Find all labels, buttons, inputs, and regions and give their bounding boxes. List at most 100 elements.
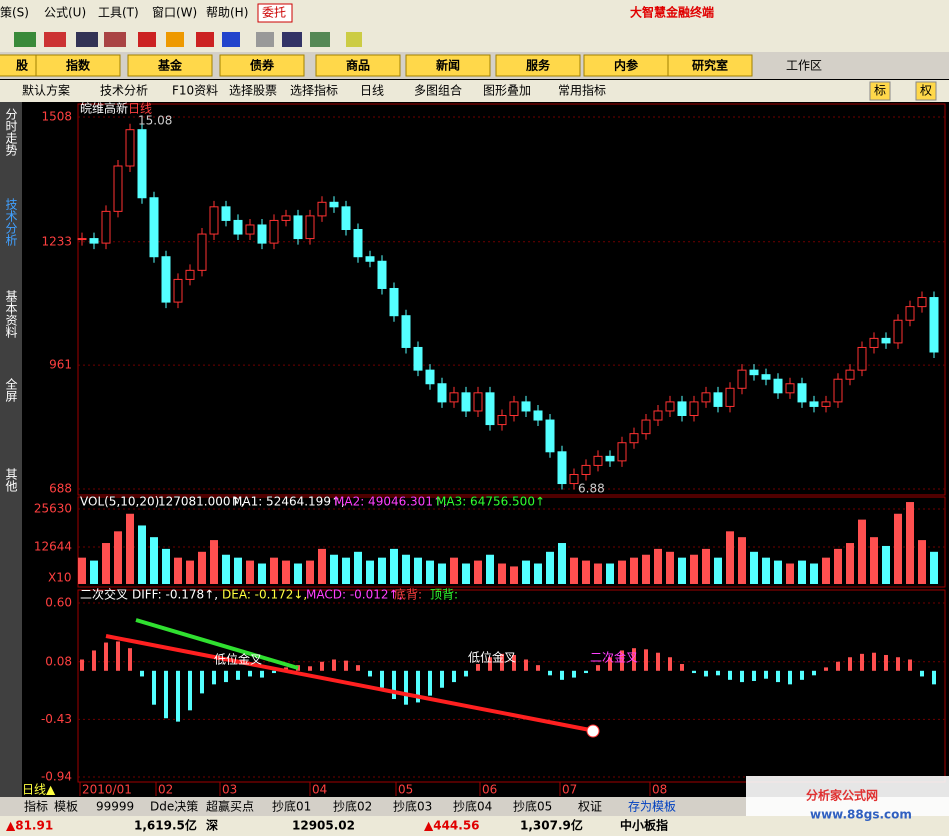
candle-body — [533, 410, 543, 421]
candle-body — [905, 306, 915, 321]
candle-body — [389, 287, 399, 317]
bottom-tab[interactable]: 99999 — [96, 800, 134, 814]
tab-button[interactable] — [495, 54, 581, 77]
volume-bar — [726, 531, 734, 584]
x-tick-label: 05 — [398, 783, 413, 797]
side-tab[interactable]: 技术分析 — [4, 198, 18, 247]
workspace-label[interactable]: 工作区 — [786, 59, 822, 73]
menu-item[interactable]: 公式(U) — [44, 6, 86, 20]
bottom-tab[interactable]: 权证 — [578, 800, 602, 814]
menu-item[interactable]: 帮助(H) — [206, 6, 248, 20]
x-tick-label: 04 — [312, 783, 327, 797]
sub-toolbar-item[interactable]: 技术分析 — [100, 84, 148, 98]
tab-button[interactable] — [35, 54, 121, 77]
macd-bar — [656, 652, 660, 671]
toggle-label[interactable]: 权 — [920, 84, 932, 98]
toggle-button[interactable] — [915, 81, 937, 101]
macd-bar — [200, 670, 204, 694]
bottom-tab[interactable]: 抄底03 — [393, 799, 432, 814]
menu-item[interactable]: 工具(T) — [98, 6, 139, 20]
sub-toolbar-item[interactable]: 常用指标 — [558, 83, 606, 98]
toggle-label[interactable]: 标 — [874, 84, 886, 98]
menu-item[interactable]: 策(S) — [0, 6, 29, 20]
bottom-tab[interactable]: 抄底02 — [333, 799, 372, 814]
bottom-tab[interactable]: 超赢买点 — [206, 799, 254, 814]
macd-bar — [512, 654, 516, 671]
sub-toolbar-item[interactable]: 选择指标 — [290, 83, 338, 98]
tab-label[interactable]: 内参 — [614, 58, 639, 73]
tab-label[interactable]: 商品 — [346, 58, 370, 73]
bottom-tab[interactable]: Dde决策 — [150, 800, 198, 814]
menu-item[interactable]: 窗口(W) — [152, 6, 197, 20]
candle-body — [761, 374, 771, 380]
side-tab[interactable]: 其他 — [4, 468, 18, 492]
sub-toolbar-item[interactable]: 选择股票 — [229, 84, 277, 98]
watermark-bg — [746, 776, 949, 816]
bottom-tab[interactable]: 存为模板 — [628, 800, 676, 814]
tab-label[interactable]: 新闻 — [436, 58, 460, 73]
tab-label[interactable]: 指数 — [66, 58, 91, 73]
bottom-tab[interactable]: 模板 — [54, 800, 78, 814]
macd-bar — [116, 641, 120, 671]
toggle-button[interactable] — [869, 81, 891, 101]
candle-body — [317, 201, 327, 217]
side-tab[interactable]: 全屏 — [4, 377, 18, 403]
tab-label[interactable]: 债券 — [250, 58, 275, 73]
sub-toolbar-item[interactable]: 日线 — [360, 84, 384, 98]
volume-bar — [750, 551, 758, 584]
tab-label[interactable]: 服务 — [526, 58, 551, 73]
tab-button[interactable] — [405, 54, 491, 77]
status-item: 深 — [206, 818, 218, 833]
status-bar — [0, 816, 949, 836]
candle-body — [893, 319, 903, 344]
tab-label[interactable]: 股 — [16, 58, 29, 73]
bottom-tab-bar — [0, 797, 949, 816]
volume-bar — [150, 537, 158, 584]
macd-bar — [800, 670, 804, 680]
bottom-tab[interactable]: 指标 — [24, 799, 48, 814]
candle-body — [821, 401, 831, 407]
macd-bar — [620, 650, 624, 671]
candle-body — [113, 165, 123, 212]
bottom-tab[interactable]: 抄底01 — [272, 799, 311, 814]
macd-bar — [548, 670, 552, 676]
side-tab[interactable]: 分时走势 — [4, 108, 18, 156]
tab-button[interactable] — [219, 54, 305, 77]
candle-body — [365, 256, 375, 262]
volume-bar — [318, 548, 326, 584]
y-tick-label: 688 — [49, 482, 72, 496]
macd-bar — [212, 670, 216, 685]
entrust-button[interactable] — [257, 3, 293, 23]
tab-label[interactable]: 研究室 — [692, 58, 728, 73]
tab-button[interactable] — [127, 54, 213, 77]
volume-bar — [630, 557, 638, 584]
macd-bar — [752, 670, 756, 681]
macd-panel-border — [77, 589, 946, 783]
tab-button[interactable] — [667, 54, 753, 77]
volume-bar — [282, 560, 290, 584]
macd-bar — [812, 670, 816, 676]
candle-body — [569, 473, 579, 485]
tab-label[interactable]: 基金 — [157, 58, 183, 73]
sub-toolbar-item[interactable]: 默认方案 — [22, 83, 70, 98]
macd-bar — [872, 652, 876, 671]
bottom-tab[interactable]: 抄底04 — [453, 799, 492, 814]
sub-toolbar-item[interactable]: 多图组合 — [414, 83, 462, 98]
period-label[interactable]: 日线▲ — [22, 783, 56, 797]
volume-bar — [666, 551, 674, 584]
tab-button[interactable] — [315, 54, 401, 77]
volume-bar — [162, 548, 170, 584]
macd-bar — [404, 670, 408, 705]
side-tab[interactable]: 基本资料 — [4, 290, 18, 338]
sub-toolbar-item[interactable]: 图形叠加 — [483, 84, 531, 98]
volume-bar — [366, 560, 374, 584]
volume-bar — [618, 560, 626, 584]
macd-bar — [704, 670, 708, 677]
macd-bar — [392, 670, 396, 700]
bottom-tab[interactable]: 抄底05 — [513, 799, 552, 814]
entrust-label[interactable]: 委托 — [262, 6, 286, 20]
sub-toolbar-item[interactable]: F10资料 — [172, 84, 218, 98]
y-tick-label: 1233 — [41, 234, 72, 248]
candle-body — [149, 197, 159, 258]
macd-bar — [320, 661, 324, 671]
